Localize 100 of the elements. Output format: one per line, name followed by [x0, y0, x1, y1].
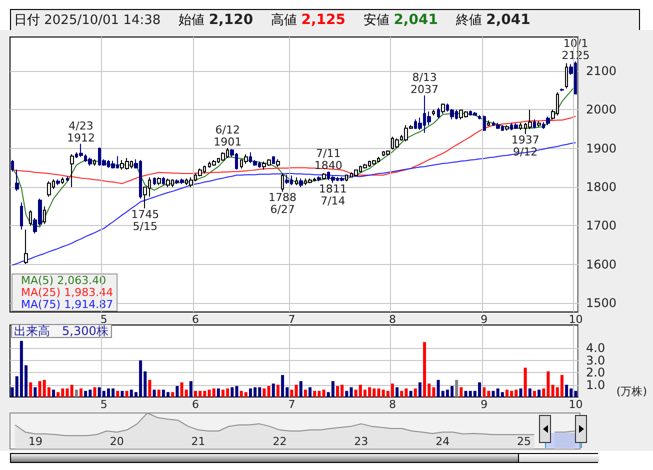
candlestick — [47, 180, 51, 198]
x-tick-label: 7 — [288, 313, 296, 326]
bar — [299, 381, 302, 397]
candlestick — [317, 176, 321, 182]
candlestick — [363, 163, 367, 170]
candlestick — [88, 157, 92, 166]
x-tick-label: 19 — [28, 435, 42, 448]
bar — [212, 388, 216, 397]
candlestick — [299, 178, 303, 188]
candlestick — [565, 62, 568, 89]
bar — [29, 382, 32, 397]
bar — [455, 380, 458, 397]
text: 終値 2,041 — [456, 11, 530, 29]
candlestick — [528, 109, 532, 130]
candlestick — [537, 120, 541, 128]
bar — [487, 390, 490, 397]
candlestick — [15, 169, 19, 192]
candlestick — [487, 120, 490, 126]
bar — [396, 387, 399, 397]
bar — [230, 387, 234, 397]
annotation: 6/12 1901 — [214, 124, 242, 149]
bar — [322, 390, 326, 397]
y-tick-label: 1500 — [586, 296, 617, 310]
bar — [524, 368, 527, 397]
text: MA(25) 1,983.44 — [21, 286, 114, 299]
x-tick-label: 10 — [568, 313, 583, 326]
candlestick — [244, 154, 248, 164]
bar — [331, 381, 334, 397]
bar — [400, 390, 404, 397]
bar — [528, 388, 532, 397]
y-tick-label: 1900 — [586, 141, 617, 156]
candlestick — [437, 107, 440, 119]
candlestick — [432, 109, 435, 116]
bar — [308, 387, 312, 397]
bar — [390, 384, 394, 397]
text: 始値 2,120 — [178, 11, 254, 29]
candlestick — [322, 172, 326, 180]
candlestick — [276, 158, 280, 168]
bar — [157, 390, 160, 397]
bar — [93, 387, 96, 397]
candlestick — [295, 176, 298, 186]
x-tick-label: 22 — [272, 435, 287, 448]
candlestick — [56, 178, 60, 186]
x-tick-label: 23 — [354, 435, 368, 448]
bar — [460, 387, 463, 397]
x-tick-label: 21 — [191, 435, 206, 448]
candlestick — [221, 152, 225, 162]
candlestick — [331, 176, 335, 184]
candlestick — [345, 174, 348, 182]
bar — [34, 387, 37, 397]
x-tick-label: 9 — [480, 398, 488, 411]
x-tick-label: 5 — [100, 398, 108, 411]
x-tick-label: 9 — [480, 313, 488, 326]
bar — [152, 390, 156, 397]
bar — [216, 388, 220, 397]
bar — [565, 384, 568, 397]
x-tick-label: 5 — [100, 313, 108, 326]
text: 高値 2,125 — [271, 11, 346, 29]
bar — [290, 390, 294, 397]
candlestick — [66, 176, 69, 182]
bar — [56, 392, 60, 397]
x-tick-label: 24 — [436, 435, 450, 448]
bar — [84, 390, 88, 397]
bar — [519, 388, 522, 397]
y-tick-label: 1600 — [586, 257, 617, 272]
bar — [423, 342, 426, 397]
bar — [532, 390, 536, 397]
candlestick — [560, 88, 564, 92]
candlestick — [70, 154, 74, 188]
x-tick-label: 6 — [192, 313, 200, 326]
annotation: 1788 6/27 — [268, 191, 297, 216]
bar — [538, 390, 541, 397]
candlestick — [340, 176, 344, 182]
candlestick — [43, 206, 46, 224]
candlestick — [166, 178, 170, 188]
bar — [294, 384, 298, 397]
candlestick — [93, 158, 96, 166]
bar — [272, 384, 275, 397]
bar — [313, 390, 316, 397]
candlestick — [473, 112, 477, 116]
bar — [189, 381, 192, 397]
bar — [116, 390, 120, 397]
candlestick — [29, 210, 32, 226]
annotation: 8/13 2037 — [410, 70, 439, 96]
candlestick — [496, 122, 500, 130]
x-tick-label: 25 — [517, 435, 532, 448]
bar — [281, 375, 284, 397]
bar — [194, 390, 198, 397]
text: MA(75) 1,914.87 — [21, 298, 114, 311]
text: MA(5) 2,063.40 — [21, 274, 106, 287]
bar — [52, 390, 56, 397]
bar — [350, 387, 353, 397]
x-tick-label: 10 — [568, 398, 583, 411]
candlestick — [542, 122, 545, 130]
bar — [148, 380, 152, 397]
annotation: 1811 7/14 — [318, 182, 347, 208]
bar — [262, 388, 266, 397]
candlestick — [354, 169, 358, 177]
y-tick-label: 2000 — [586, 102, 617, 117]
candlestick — [111, 160, 115, 170]
